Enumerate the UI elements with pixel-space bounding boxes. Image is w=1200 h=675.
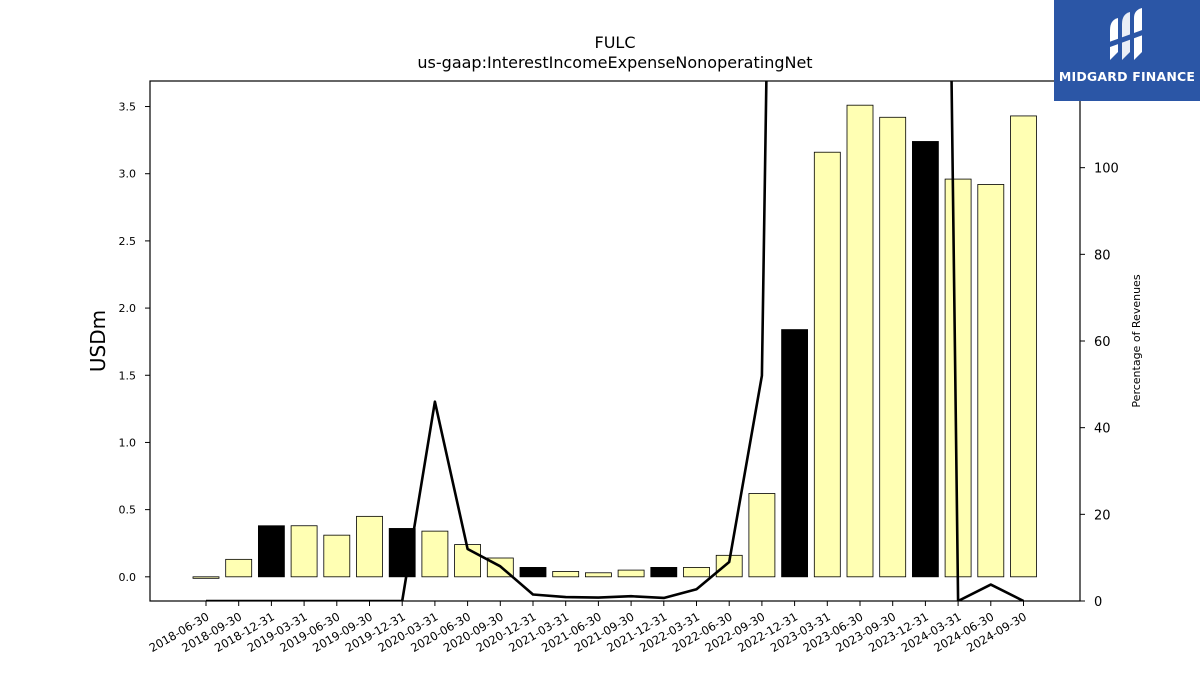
bar-2019-06-30: [323, 534, 351, 578]
y2-tick-label: 100: [1094, 162, 1119, 177]
bar-2023-06-30: [846, 104, 874, 578]
bar-2022-12-31: [781, 329, 808, 578]
y-tick-label: 1.0: [119, 436, 137, 449]
bar-2022-03-31: [683, 567, 710, 578]
y2-tick-label: 0: [1094, 595, 1102, 610]
left-axis: 0.0 0.5 1.0 1.5 2.0 2.5 3.0 3.5: [119, 101, 150, 584]
bar-2018-09-30: [225, 558, 253, 578]
bar-2023-03-31: [813, 151, 841, 578]
brand-logo: MIDGARD FINANCE: [1054, 0, 1200, 101]
bar-2021-03-31: [552, 571, 580, 578]
y-axis-label: USDm: [86, 310, 110, 372]
brand-mark-icon: [1108, 8, 1144, 60]
y2-tick-label: 20: [1094, 508, 1111, 523]
y-tick-label: 2.0: [119, 302, 137, 315]
bar-2023-09-30: [879, 116, 907, 578]
bar-2021-09-30: [617, 569, 645, 578]
y-tick-label: 1.5: [119, 369, 137, 382]
bar-2024-09-30: [1010, 115, 1037, 578]
bar-2018-06-30: [192, 576, 220, 579]
bar-2019-09-30: [356, 515, 383, 578]
brand-name: MIDGARD FINANCE: [1058, 69, 1196, 84]
bar-2018-12-31: [257, 525, 285, 578]
bar-2021-12-31: [650, 567, 678, 578]
y2-tick-label: 80: [1094, 248, 1111, 263]
plot-frame: [149, 80, 1081, 602]
bar-2020-12-31: [519, 567, 547, 578]
bar-2022-09-30: [748, 493, 776, 578]
y-tick-label: 0.5: [119, 504, 137, 517]
y-tick-label: 2.5: [119, 235, 137, 248]
line-layer: [206, 81, 1025, 601]
bar-2020-03-31: [421, 530, 449, 578]
bars-layer: [192, 104, 1037, 579]
y-tick-label: 0.0: [119, 571, 137, 584]
y2-tick-label: 40: [1094, 422, 1111, 437]
y2-axis-label: Percentage of Revenues: [1130, 274, 1143, 407]
bar-2019-03-31: [290, 525, 318, 578]
bar-2023-12-31: [912, 141, 939, 578]
bar-2024-06-30: [977, 184, 1005, 578]
right-axis: 0 20 40 60 80 100: [1080, 162, 1119, 610]
bar-2021-06-30: [585, 572, 612, 578]
y-tick-label: 3.0: [119, 168, 137, 181]
chart-title: FULC: [595, 33, 636, 52]
y-tick-label: 3.5: [119, 101, 137, 114]
chart-subtitle: us-gaap:InterestIncomeExpenseNonoperatin…: [417, 53, 812, 72]
x-axis: 2018-06-302018-09-302018-12-312019-03-31…: [147, 601, 1029, 655]
y2-tick-label: 60: [1094, 335, 1111, 350]
revenue-pct-line: [206, 81, 1025, 601]
